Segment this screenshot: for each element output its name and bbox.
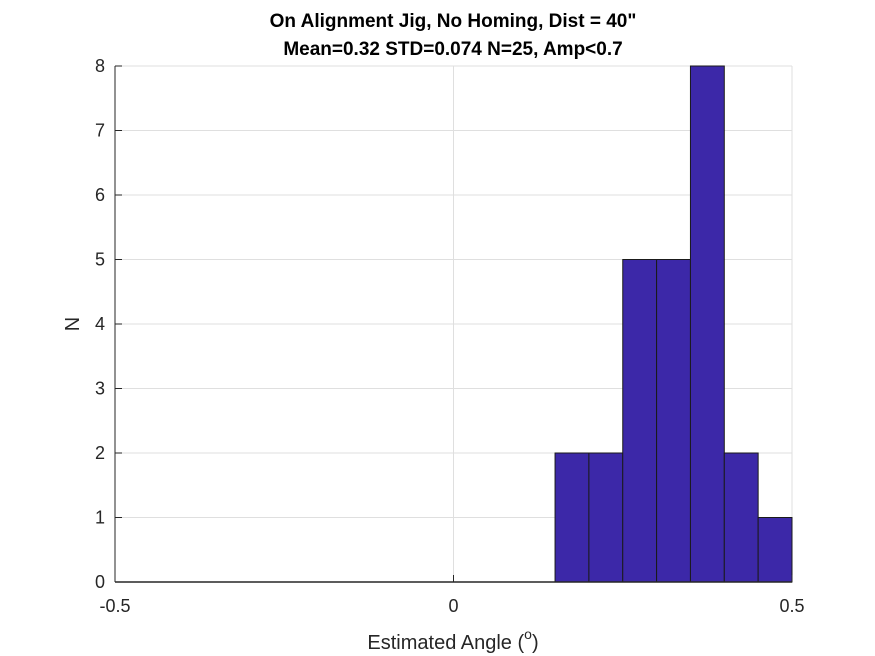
y-axis-label: N (62, 317, 84, 331)
chart-title: On Alignment Jig, No Homing, Dist = 40" (270, 11, 637, 32)
x-tick-labels: -0.5 0 0.5 (99, 596, 804, 616)
histogram-bar (757, 517, 793, 583)
y-tick-label: 1 (95, 508, 105, 528)
histogram-bar (554, 452, 590, 583)
histogram-bar (723, 452, 759, 583)
histogram-bars (554, 65, 793, 583)
y-tick-labels: 0 1 2 3 4 5 6 7 8 (95, 56, 105, 592)
y-tick-label: 5 (95, 250, 105, 270)
x-axis-label: Estimated Angle (o) (367, 626, 538, 654)
y-tick-label: 8 (95, 56, 105, 76)
y-tick-label: 2 (95, 443, 105, 463)
histogram-bar (656, 259, 691, 583)
grid-lines (114, 65, 793, 583)
y-tick-label: 4 (95, 314, 105, 334)
y-tick-label: 6 (95, 185, 105, 205)
y-tick-label: 7 (95, 121, 105, 141)
histogram-bar (588, 452, 624, 583)
x-axis-label-close: ) (532, 632, 539, 654)
axes (114, 65, 793, 583)
histogram-bar (689, 65, 725, 583)
x-tick-label: 0 (448, 596, 458, 616)
x-tick-label: 0.5 (779, 596, 804, 616)
y-tick-label: 0 (95, 572, 105, 592)
x-axis-label-degree: o (524, 626, 532, 642)
y-tick-label: 3 (95, 379, 105, 399)
x-axis-label-text: Estimated Angle ( (367, 632, 524, 654)
x-tick-label: -0.5 (99, 596, 130, 616)
chart-subtitle: Mean=0.32 STD=0.074 N=25, Amp<0.7 (283, 39, 622, 60)
histogram-bar (622, 259, 658, 583)
